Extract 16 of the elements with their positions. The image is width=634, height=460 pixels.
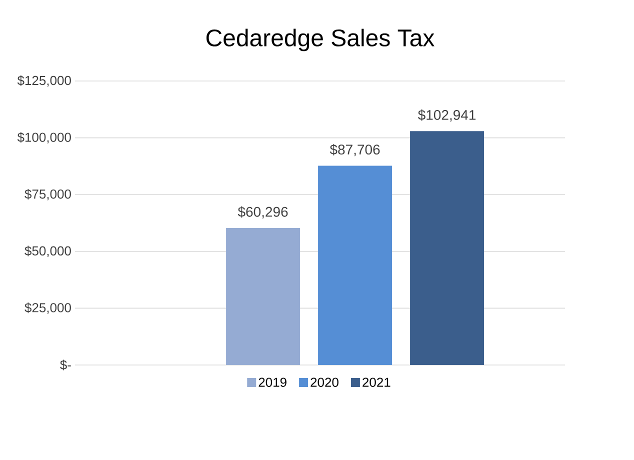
chart-title: Cedaredge Sales Tax — [206, 28, 434, 52]
bar — [226, 228, 300, 365]
y-tick-label: $100,000 — [17, 132, 71, 144]
y-tick-label: $75,000 — [24, 188, 71, 200]
y-tick-label: $125,000 — [17, 75, 71, 87]
bar — [410, 131, 484, 365]
data-label: $102,941 — [418, 109, 476, 122]
legend-label: 2020 — [310, 378, 338, 387]
y-tick-label: $25,000 — [24, 302, 71, 314]
legend-label: 2021 — [362, 378, 390, 387]
y-tick-label: $50,000 — [24, 246, 71, 258]
data-label: $60,296 — [238, 206, 288, 218]
legend-label: 2019 — [258, 378, 286, 387]
bar — [318, 166, 392, 365]
data-label: $87,706 — [330, 144, 380, 156]
y-tick-label: $- — [60, 360, 71, 370]
